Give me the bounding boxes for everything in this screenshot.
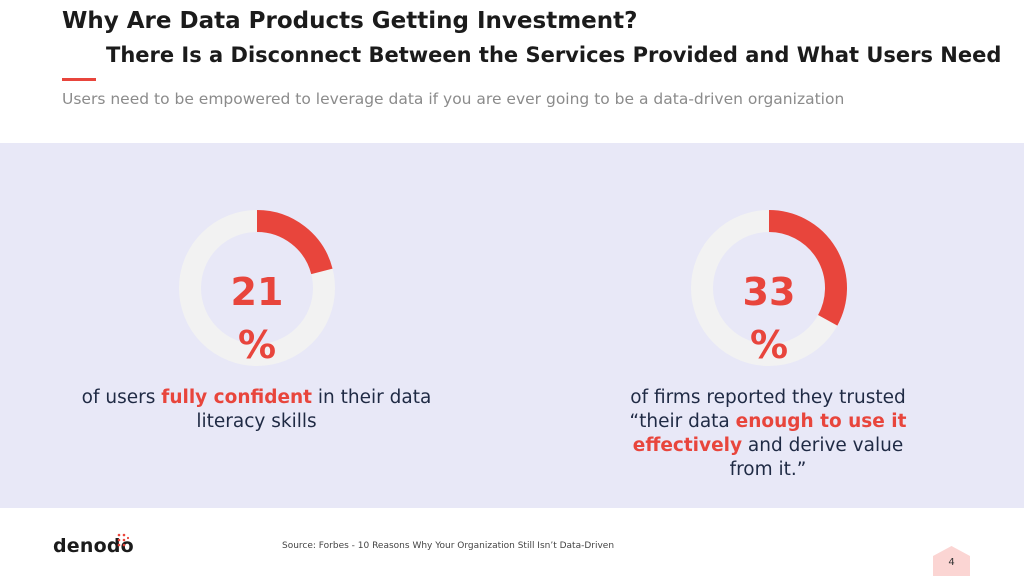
stat-value: 33	[742, 270, 796, 314]
stat-text-after: in their data literacy skills	[196, 387, 432, 432]
slide-subtitle: There Is a Disconnect Between the Servic…	[106, 43, 1002, 67]
accent-underline	[62, 78, 96, 81]
page-number-badge: 4	[933, 546, 970, 576]
stat-highlight: fully confident	[161, 387, 313, 408]
slide-tagline: Users need to be empowered to leverage d…	[62, 90, 845, 108]
source-citation: Source: Forbes - 10 Reasons Why Your Org…	[282, 541, 615, 551]
stat-value: 21	[230, 270, 284, 314]
donut-arc	[768, 210, 847, 326]
donut-chart	[691, 210, 847, 366]
slide-title: Why Are Data Products Getting Investment…	[62, 8, 638, 34]
stat-highlight: enough to use it effectively	[632, 411, 907, 456]
stat-donut-users-confident: 21 %	[177, 208, 337, 368]
logo-dots-icon	[117, 533, 130, 547]
denodo-logo: denodo	[53, 535, 134, 557]
stat-unit: %	[237, 323, 277, 367]
stat-unit: %	[749, 323, 789, 367]
stat-description: of firms reported they trusted “their da…	[612, 386, 924, 482]
stat-description: of users fully confident in their data l…	[80, 386, 433, 434]
page-number: 4	[948, 557, 955, 568]
stat-donut-firms-trusted: 33 %	[689, 208, 849, 368]
donut-chart	[179, 210, 335, 366]
page-badge-shape	[933, 546, 970, 576]
stat-text-before: of users	[81, 387, 162, 408]
donut-arc	[256, 210, 333, 275]
stat-text-after: and derive value from it.”	[729, 435, 904, 480]
stat-text-before: of firms reported they trusted “their da…	[629, 387, 906, 432]
stats-band	[0, 143, 1024, 508]
